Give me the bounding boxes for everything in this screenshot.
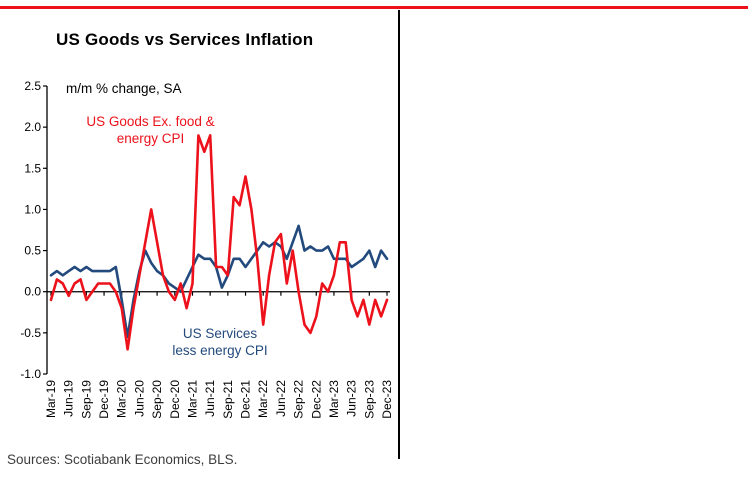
y-axis-label: 1.5 [24, 161, 41, 175]
y-axis-label: 0.0 [24, 285, 41, 299]
y-axis-label: 2.5 [24, 79, 41, 93]
vertical-divider [398, 10, 400, 459]
x-axis-label: Mar-22 [256, 380, 270, 418]
x-axis-label: Dec-23 [380, 380, 394, 419]
x-axis-label: Dec-21 [239, 380, 253, 419]
x-axis-label: Jun-23 [345, 380, 359, 417]
chart-title: US Goods vs Services Inflation [56, 30, 314, 49]
x-axis-label: Sep-20 [150, 380, 164, 419]
x-axis-label: Dec-20 [168, 380, 182, 419]
x-axis-label: Sep-21 [221, 380, 235, 419]
y-axis-label: -0.5 [20, 326, 41, 340]
x-axis-label: Mar-20 [115, 380, 129, 418]
x-axis-label: Dec-22 [309, 380, 323, 419]
x-axis-label: Jun-21 [203, 380, 217, 417]
goods-series-label-line2: energy CPI [116, 131, 185, 146]
y-axis-label: 2.0 [24, 120, 41, 134]
services-series-label: US Services less energy CPI [160, 325, 280, 359]
services-series-label-line1: US Services [182, 326, 258, 341]
x-axis-label: Jun-20 [132, 380, 146, 417]
source-note: Sources: Scotiabank Economics, BLS. [7, 452, 238, 467]
goods-series-label-line1: US Goods Ex. food & [86, 114, 215, 129]
x-axis-label: Mar-21 [185, 380, 199, 418]
x-axis-label: Sep-22 [292, 380, 306, 419]
top-accent-rule [0, 6, 748, 9]
axis-units-label: m/m % change, SA [66, 81, 182, 96]
services-line [49, 224, 389, 339]
x-axis-label: Jun-22 [274, 380, 288, 417]
y-axis-label: -1.0 [20, 367, 41, 381]
goods-line [49, 134, 389, 351]
y-axis-label: 1.0 [24, 202, 41, 216]
y-axis-label: 0.5 [24, 244, 41, 258]
x-axis-label: Jun-19 [62, 380, 76, 417]
x-axis-label: Sep-19 [79, 380, 93, 419]
services-series-label-line2: less energy CPI [172, 343, 268, 358]
goods-series-label: US Goods Ex. food & energy CPI [68, 113, 233, 147]
x-axis-label: Sep-23 [362, 380, 376, 419]
x-axis-label: Mar-23 [327, 380, 341, 418]
x-axis-label: Mar-19 [44, 380, 58, 418]
x-axis-label: Dec-19 [97, 380, 111, 419]
